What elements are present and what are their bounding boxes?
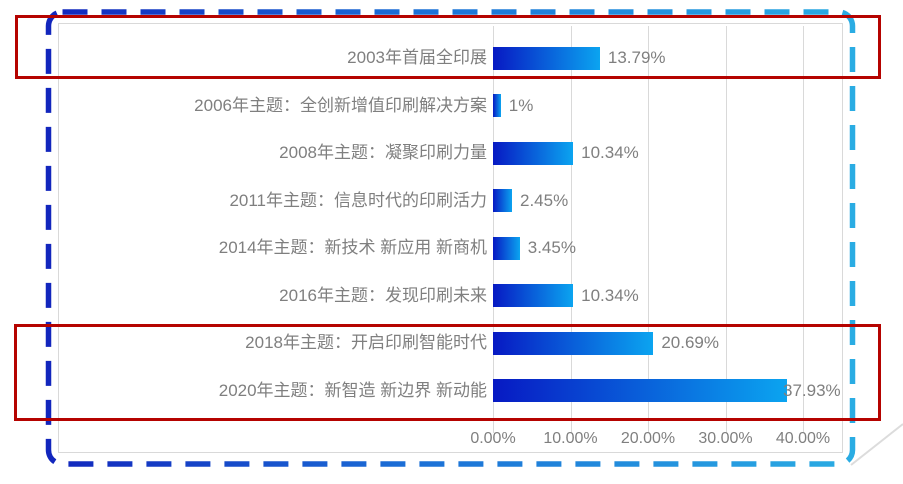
- x-axis-tick-label: 40.00%: [775, 430, 831, 447]
- gridline: [570, 26, 572, 433]
- highlight-box-last-rows[interactable]: [14, 324, 881, 421]
- corner-diagonal-line: [850, 423, 903, 466]
- bar-row: 2014年主题：新技术 新应用 新商机 3.45%: [59, 24, 842, 260]
- category-label: 2018年主题：开启印刷智能时代: [245, 333, 487, 352]
- value-label: 10.34%: [581, 143, 639, 162]
- bar[interactable]: [493, 236, 520, 260]
- bar[interactable]: [493, 94, 501, 117]
- bar-row: 2008年主题：凝聚印刷力量 10.34%: [59, 24, 842, 165]
- value-label: 20.69%: [661, 333, 720, 352]
- category-label: 2003年首届全印展: [347, 48, 487, 67]
- value-label: 10.34%: [581, 285, 639, 305]
- bar[interactable]: [493, 189, 512, 212]
- category-label: 2016年主题：发现印刷未来: [279, 285, 487, 305]
- bar[interactable]: [493, 141, 574, 165]
- bar-row: 2006年主题：全创新增值印刷解决方案 1%: [59, 24, 842, 117]
- bar[interactable]: [493, 379, 787, 402]
- x-axis-tick-label: 30.00%: [698, 430, 753, 447]
- bar-row: 2020年主题：新智造 新边界 新动能 37.93%: [59, 24, 842, 402]
- bar-row: 2018年主题：开启印刷智能时代 20.69%: [59, 24, 842, 355]
- x-axis-tick-label: 20.00%: [620, 430, 676, 447]
- gridline: [803, 26, 804, 433]
- bar[interactable]: [493, 331, 654, 355]
- gridline: [493, 26, 494, 433]
- bar-row: 2016年主题：发现印刷未来 10.34%: [59, 24, 842, 307]
- value-label: 2.45%: [519, 190, 569, 210]
- category-label: 2008年主题：凝聚印刷力量: [279, 143, 487, 162]
- bar[interactable]: [493, 284, 574, 307]
- category-label: 2011年主题：信息时代的印刷活力: [229, 190, 487, 210]
- value-label: 37.93%: [783, 380, 841, 400]
- value-label: 1%: [508, 95, 534, 115]
- category-label: 2006年主题：全创新增值印刷解决方案: [194, 95, 487, 115]
- gridline: [648, 26, 649, 433]
- bar-row: 2003年首届全印展 13.79%: [59, 24, 842, 71]
- value-label: 3.45%: [527, 238, 576, 257]
- value-label: 13.79%: [607, 48, 666, 67]
- x-axis-tick-label: 10.00%: [543, 430, 598, 447]
- category-label: 2014年主题：新技术 新应用 新商机: [218, 238, 487, 257]
- chart-area[interactable]: 2003年首届全印展 13.79% 2006年主题：全创新增值印刷解决方案 1%…: [58, 23, 843, 453]
- x-axis-tick-label: 0.00%: [470, 430, 516, 447]
- gridline: [725, 26, 727, 433]
- category-label: 2020年主题：新智造 新边界 新动能: [218, 380, 487, 400]
- x-axis: 0.00% 10.00% 20.00% 30.00% 40.00%: [59, 426, 842, 452]
- highlight-box-first-row[interactable]: [15, 15, 881, 79]
- bar[interactable]: [493, 46, 600, 70]
- bar-row: 2011年主题：信息时代的印刷活力 2.45%: [59, 24, 842, 212]
